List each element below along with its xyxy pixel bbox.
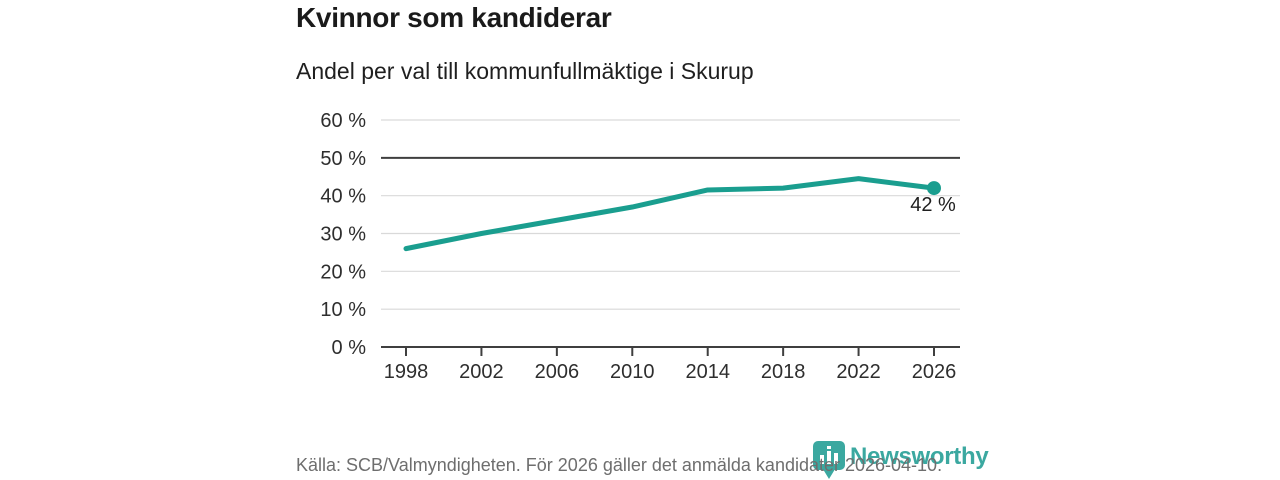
chart-title: Kvinnor som kandiderar xyxy=(296,2,612,33)
x-tick-label: 2010 xyxy=(610,361,655,383)
y-tick-label: 0 % xyxy=(332,337,367,359)
y-tick-label: 10 % xyxy=(320,299,366,321)
x-tick-label: 2018 xyxy=(761,361,806,383)
x-tick-label: 1998 xyxy=(384,361,429,383)
end-point-marker xyxy=(927,181,941,196)
x-tick-label: 2022 xyxy=(836,361,881,383)
chart-subtitle: Andel per val till kommunfullmäktige i S… xyxy=(296,58,754,84)
data-line xyxy=(403,176,937,252)
y-tick-label: 50 % xyxy=(320,148,366,170)
x-tick-label: 2002 xyxy=(459,361,504,383)
y-tick-label: 60 % xyxy=(320,110,366,132)
end-point-label: 42 % xyxy=(910,194,956,216)
y-tick-label: 30 % xyxy=(320,224,366,246)
x-tick-label: 2014 xyxy=(685,361,730,383)
source-note: Källa: SCB/Valmyndigheten. För 2026 gäll… xyxy=(296,455,943,475)
x-tick-label: 2006 xyxy=(535,361,580,383)
x-tick-label: 2026 xyxy=(912,361,957,383)
line-chart: 0 % 10 % 20 % 30 % 40 % 50 % 60 % 1998 2002 2006 2… xyxy=(320,110,960,383)
y-tick-label: 20 % xyxy=(320,261,366,283)
newsworthy-pin-icon xyxy=(813,441,845,479)
y-tick-label: 40 % xyxy=(320,186,366,208)
newsworthy-logo: Newsworthy xyxy=(813,441,989,479)
newsworthy-wordmark: Newsworthy xyxy=(850,443,989,470)
